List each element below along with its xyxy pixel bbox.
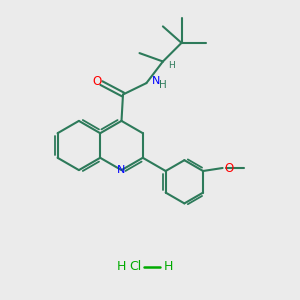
- Text: N: N: [117, 165, 126, 175]
- Text: H: H: [159, 80, 167, 90]
- Text: N: N: [152, 76, 160, 86]
- Text: H: H: [117, 260, 126, 274]
- Text: H: H: [168, 61, 175, 70]
- Text: Cl: Cl: [129, 260, 141, 274]
- Text: O: O: [224, 161, 233, 175]
- Text: O: O: [92, 75, 101, 88]
- Text: H: H: [164, 260, 173, 274]
